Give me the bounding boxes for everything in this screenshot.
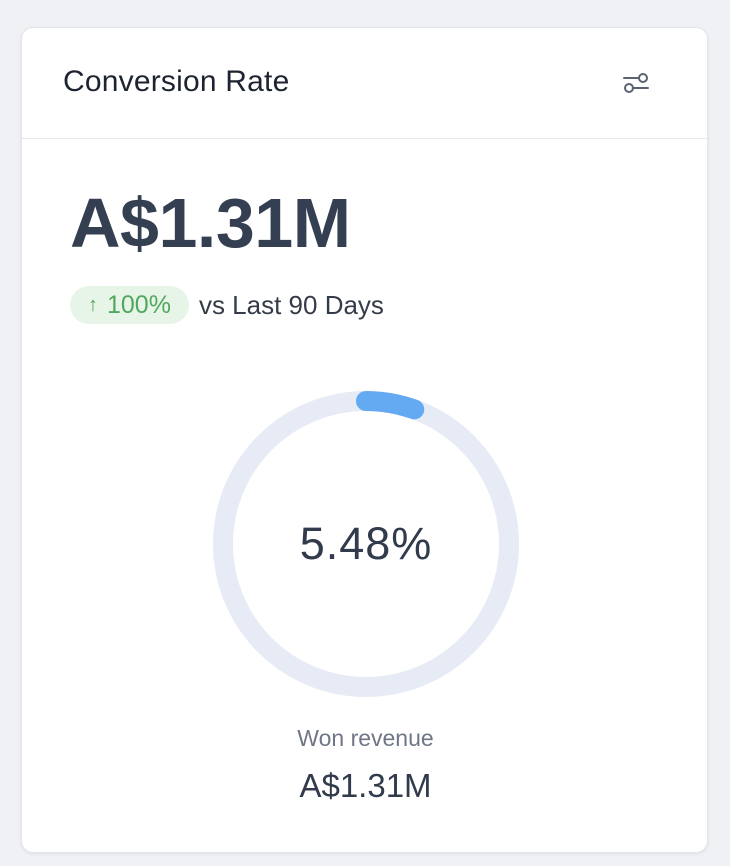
won-revenue-value: A$1.31M: [299, 767, 432, 804]
delta-row: ↑ 100% vs Last 90 Days: [70, 286, 384, 324]
total-value: A$1.31M: [70, 184, 351, 262]
comparison-label: vs Last 90 Days: [198, 289, 384, 320]
sliders-icon: [623, 73, 649, 93]
card-title: Conversion Rate: [63, 65, 290, 98]
arrow-up-icon: ↑: [88, 293, 98, 316]
conversion-donut: [213, 391, 519, 697]
conversion-rate-card: Conversion Rate A$1.31M ↑ 100% vs Last 9…: [21, 27, 708, 853]
delta-value: 100%: [107, 290, 171, 319]
donut-center-label: 5.48%: [299, 518, 433, 569]
card-header: Conversion Rate: [22, 28, 707, 139]
delta-badge: ↑ 100%: [70, 286, 189, 324]
donut-progress: [213, 391, 519, 697]
filter-button[interactable]: [618, 65, 654, 101]
won-revenue-label: Won revenue: [297, 725, 434, 751]
